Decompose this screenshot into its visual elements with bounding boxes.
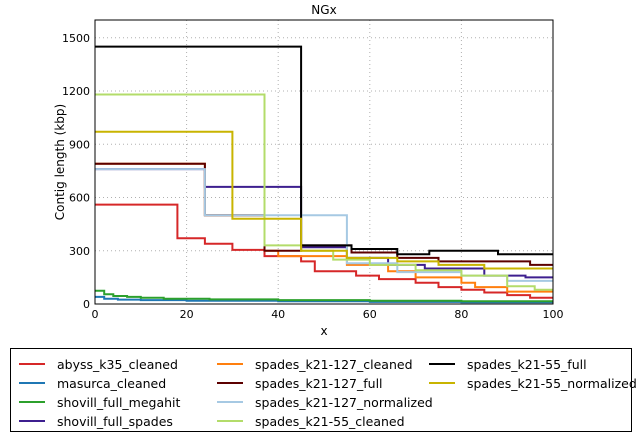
series-line-spades_k21-55_cleaned: [95, 93, 553, 291]
legend-item: spades_k21-127_full: [217, 374, 383, 392]
legend-label: abyss_k35_cleaned: [57, 356, 178, 372]
legend-label: spades_k21-127_full: [255, 375, 383, 391]
series-line-spades_k21-55_normalized: [95, 130, 553, 270]
series-line-shovill_full_megahit: [95, 289, 553, 303]
legend-item: abyss_k35_cleaned: [19, 355, 178, 373]
legend-item: spades_k21-55_normalized: [429, 374, 637, 392]
legend-swatch: [19, 420, 45, 422]
legend-item: shovill_full_spades: [19, 412, 173, 430]
legend-label: masurca_cleaned: [57, 375, 167, 391]
x-tick-label: 100: [543, 308, 564, 321]
y-tick-label: 600: [69, 192, 90, 205]
legend-item: shovill_full_megahit: [19, 393, 180, 411]
x-tick-label: 60: [363, 308, 377, 321]
legend-item: spades_k21-55_cleaned: [217, 412, 405, 430]
legend-item: masurca_cleaned: [19, 374, 166, 392]
legend-label: spades_k21-55_normalized: [467, 375, 637, 391]
legend-swatch: [217, 382, 243, 384]
x-tick-label: 80: [454, 308, 468, 321]
legend-label: shovill_full_spades: [57, 413, 173, 429]
x-tick-label: 20: [180, 308, 194, 321]
legend-item: spades_k21-55_full: [429, 355, 587, 373]
chart-title: NGx: [311, 3, 336, 17]
legend-item: spades_k21-127_cleaned: [217, 355, 413, 373]
y-axis-label: Contig length (kbp): [53, 104, 67, 220]
legend-label: spades_k21-127_cleaned: [255, 356, 413, 372]
series-line-abyss_k35_cleaned: [95, 203, 553, 299]
series-layer: [95, 45, 553, 304]
chart-figure: NGx 0 20 40 60 80 100 0 300 600 900 1200 1500 x Con…: [53, 3, 564, 338]
x-axis-label: x: [320, 324, 327, 338]
series-line-spades_k21-55_full: [95, 45, 553, 256]
legend-swatch: [19, 401, 45, 403]
legend-swatch: [429, 382, 455, 384]
legend: abyss_k35_cleaned masurca_cleaned shovill_…: [10, 348, 637, 432]
axis-ticks: 0 20 40 60 80 100 0 300 600 900 1200 1500: [62, 32, 564, 321]
y-tick-label: 300: [69, 245, 90, 258]
legend-label: spades_k21-55_full: [467, 356, 587, 372]
legend-swatch: [19, 363, 45, 365]
legend-label: spades_k21-55_cleaned: [255, 413, 405, 429]
legend-label: shovill_full_megahit: [57, 394, 181, 410]
plot-area: [94, 19, 554, 305]
x-tick-label: 0: [92, 308, 99, 321]
legend-swatch: [217, 420, 243, 422]
y-tick-label: 900: [69, 138, 90, 151]
legend-swatch: [429, 363, 455, 365]
legend-swatch: [217, 401, 243, 403]
legend-swatch: [217, 363, 243, 365]
y-tick-label: 0: [83, 298, 90, 311]
legend-label: spades_k21-127_normalized: [255, 394, 433, 410]
y-tick-label: 1200: [62, 85, 90, 98]
y-tick-label: 1500: [62, 32, 90, 45]
series-line-masurca_cleaned: [95, 295, 553, 304]
legend-item: spades_k21-127_normalized: [217, 393, 433, 411]
x-tick-label: 40: [271, 308, 285, 321]
legend-swatch: [19, 382, 45, 384]
